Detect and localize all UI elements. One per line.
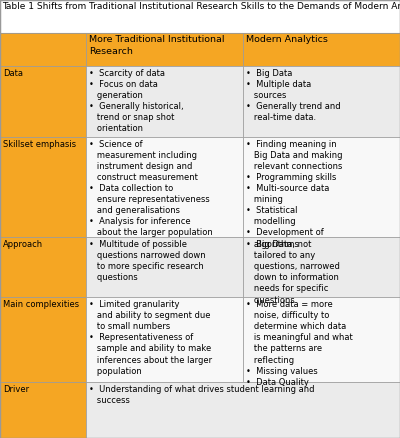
Bar bbox=[0, 33, 86, 66]
Text: Skillset emphasis: Skillset emphasis bbox=[3, 140, 76, 148]
Text: •  Big Data, not
   tailored to any
   questions, narrowed
   down to informatio: • Big Data, not tailored to any question… bbox=[246, 240, 340, 304]
Text: •  Multitude of possible
   questions narrowed down
   to more specific research: • Multitude of possible questions narrow… bbox=[89, 240, 206, 283]
Text: More Traditional Institutional
Research: More Traditional Institutional Research bbox=[89, 35, 224, 56]
Bar bbox=[0, 297, 86, 382]
Text: •  Finding meaning in
   Big Data and making
   relevant connections
•  Programm: • Finding meaning in Big Data and making… bbox=[246, 140, 342, 248]
Text: •  Scarcity of data
•  Focus on data
   generation
•  Generally historical,
   t: • Scarcity of data • Focus on data gener… bbox=[89, 69, 184, 133]
Text: Approach: Approach bbox=[3, 240, 43, 249]
Bar bbox=[243, 297, 400, 382]
Text: Data: Data bbox=[3, 69, 23, 78]
Bar bbox=[243, 33, 400, 66]
Bar bbox=[0, 382, 86, 438]
Text: Modern Analytics: Modern Analytics bbox=[246, 35, 328, 45]
Text: Driver: Driver bbox=[3, 385, 29, 394]
Text: •  Science of
   measurement including
   instrument design and
   construct mea: • Science of measurement including instr… bbox=[89, 140, 212, 237]
Text: •  Understanding of what drives student learning and
   success: • Understanding of what drives student l… bbox=[89, 385, 314, 405]
Text: •  More data = more
   noise, difficulty to
   determine which data
   is meanin: • More data = more noise, difficulty to … bbox=[246, 300, 353, 387]
Bar bbox=[0, 66, 86, 137]
Text: •  Limited granularity
   and ability to segment due
   to small numbers
•  Repr: • Limited granularity and ability to seg… bbox=[89, 300, 212, 376]
Bar bbox=[86, 382, 400, 438]
Bar bbox=[243, 237, 400, 297]
Bar bbox=[0, 137, 86, 237]
Bar bbox=[86, 297, 243, 382]
Bar bbox=[243, 66, 400, 137]
Bar bbox=[0, 0, 400, 33]
Bar bbox=[243, 137, 400, 237]
Text: Main complexities: Main complexities bbox=[3, 300, 79, 309]
Text: Table 1 Shifts from Traditional Institutional Research Skills to the Demands of : Table 1 Shifts from Traditional Institut… bbox=[2, 2, 400, 11]
Bar bbox=[86, 137, 243, 237]
Bar bbox=[86, 66, 243, 137]
Bar bbox=[86, 33, 243, 66]
Bar bbox=[0, 237, 86, 297]
Text: •  Big Data
•  Multiple data
   sources
•  Generally trend and
   real-time data: • Big Data • Multiple data sources • Gen… bbox=[246, 69, 341, 122]
Bar bbox=[86, 237, 243, 297]
